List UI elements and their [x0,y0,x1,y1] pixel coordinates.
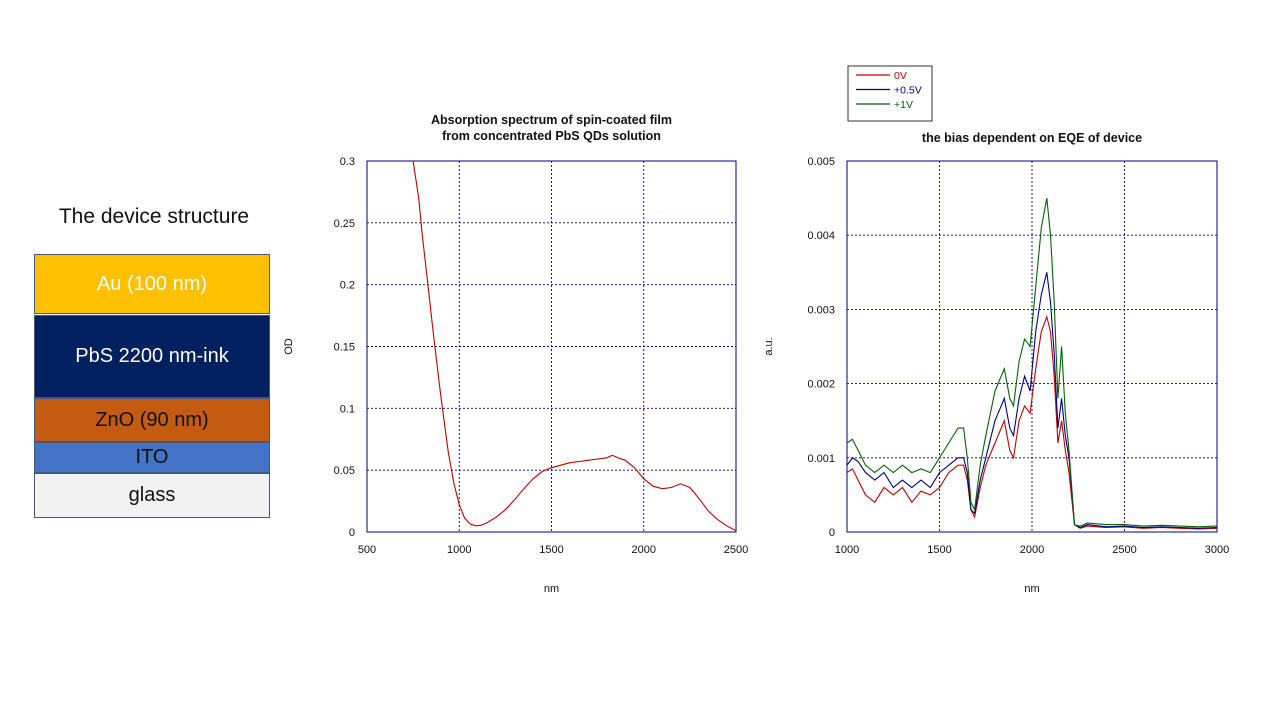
y-tick-label: 0 [349,527,355,539]
legend-label: +0.5V [894,85,922,97]
y-tick-label: 0.15 [334,342,355,354]
layer-au: Au (100 nm) [34,254,270,314]
plot-frame [366,160,737,533]
x-tick-label: 3000 [1205,544,1229,556]
chart-title: from concentrated PbS QDs solution [442,129,661,143]
y-tick-label: 0.004 [807,230,835,242]
y-tick-label: 0.001 [807,453,835,465]
x-axis-label: nm [1024,583,1039,595]
y-tick-label: 0.2 [340,280,355,292]
y-axis-label: OD [283,338,295,355]
chart-title: the bias dependent on EQE of device [922,131,1142,145]
legend-label: 0V [894,70,907,82]
layer-zno: ZnO (90 nm) [34,398,270,442]
y-tick-label: 0.25 [334,218,355,230]
device-structure-title: The device structure [58,205,250,228]
chart-title: Absorption spectrum of spin-coated film [431,113,672,127]
x-tick-label: 2000 [632,544,656,556]
y-tick-label: 0.005 [807,156,835,168]
plot-frame [846,160,1218,533]
y-tick-label: 0 [829,527,835,539]
legend-label: +1V [894,99,913,111]
layer-glass: glass [34,473,270,518]
x-tick-label: 1500 [927,544,951,556]
layer-pbs: PbS 2200 nm-ink [34,315,270,398]
x-tick-label: 2500 [724,544,748,556]
eqe-chart: the bias dependent on EQE of device 1000 1… [763,65,1229,595]
y-axis-label: a.u. [763,337,775,355]
series-line-0V [846,314,1218,530]
y-tick-label: 0.3 [340,156,355,168]
absorption-chart: Absorption spectrum of spin-coated film f… [283,113,748,595]
layer-ito: ITO [34,442,270,473]
y-tick-label: 0.05 [334,465,355,477]
y-tick-label: 0.1 [340,403,355,415]
x-tick-label: 1000 [835,544,859,556]
y-tick-label: 0.002 [807,379,835,391]
x-tick-label: 1500 [539,544,563,556]
x-tick-label: 500 [358,544,376,556]
x-axis-label: nm [544,583,559,595]
series-line-absorbance [412,160,737,532]
series-line-+1V [846,197,1218,528]
x-tick-label: 2000 [1020,544,1044,556]
y-tick-label: 0.003 [807,304,835,316]
x-tick-label: 1000 [447,544,471,556]
series-line-+0.5V [846,272,1218,529]
x-tick-label: 2500 [1112,544,1136,556]
